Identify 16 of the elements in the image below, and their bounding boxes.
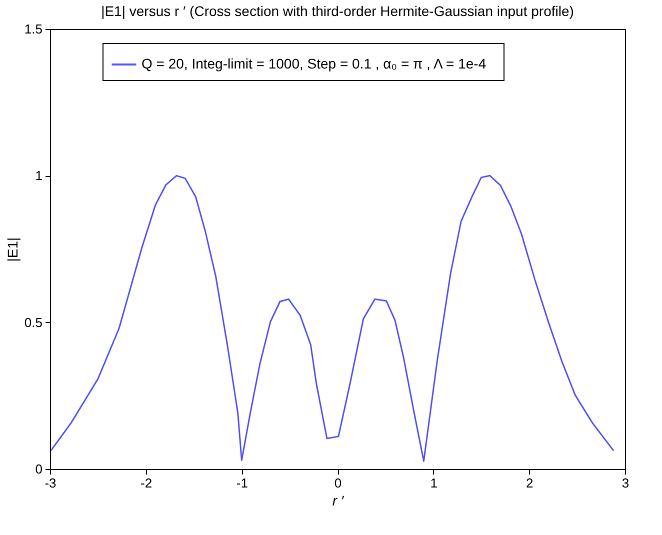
chart-title: |E1| versus r ′ (Cross section with third-order Hermite-Gaussian input profile) (101, 3, 574, 19)
x-tick-label: -1 (236, 476, 248, 490)
x-tick-label: -3 (44, 476, 56, 490)
y-tick-label: 1 (35, 168, 42, 184)
y-axis-title: |E1| (4, 237, 20, 262)
x-axis-title: r ′ (332, 492, 345, 508)
legend-label: Q = 20, Integ-limit = 1000, Step = 0.1 , α₀ = π , Λ = 1e-4 (142, 56, 486, 72)
line-series (50, 174, 614, 462)
x-tick-label: 1 (430, 476, 438, 490)
y-tick-label: 0 (35, 462, 42, 476)
y-tick-label: 1.5 (24, 22, 42, 36)
x-tick-label: 2 (526, 476, 534, 490)
x-tick-label: 3 (622, 476, 630, 490)
x-tick-label: 0 (334, 476, 342, 490)
x-tick-label: -2 (140, 476, 152, 490)
y-tick-label: 0.5 (24, 314, 42, 330)
